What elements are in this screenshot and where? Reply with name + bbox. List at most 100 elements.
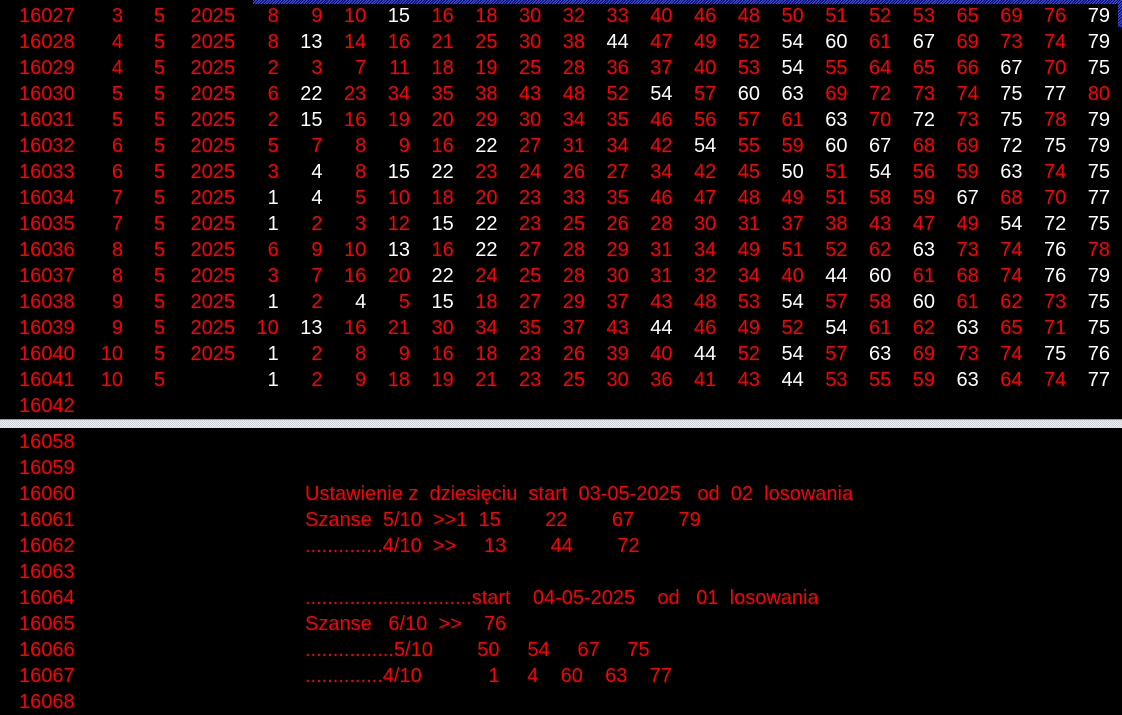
number-cell[interactable]: 54 (781, 31, 804, 53)
number-cell[interactable]: 71 (1044, 317, 1067, 339)
number-cell[interactable]: 25 (475, 31, 498, 53)
year-cell[interactable]: 2025 (190, 291, 236, 313)
number-cell[interactable]: 53 (912, 5, 935, 27)
number-cell[interactable]: 65 (1000, 317, 1023, 339)
number-cell[interactable]: 49 (694, 31, 717, 53)
number-cell[interactable]: 51 (781, 239, 804, 261)
number-cell[interactable]: 43 (650, 291, 673, 313)
number-cell[interactable]: 61 (869, 31, 892, 53)
number-cell[interactable]: 21 (431, 31, 454, 53)
year-cell[interactable]: 2025 (190, 343, 236, 365)
number-cell[interactable]: 77 (1087, 187, 1110, 209)
row-id-cell[interactable]: 16038 (19, 291, 75, 313)
number-cell[interactable]: 40 (694, 57, 717, 79)
month-cell[interactable]: 5 (153, 369, 165, 391)
number-cell[interactable]: 74 (956, 83, 979, 105)
number-cell[interactable]: 69 (956, 31, 979, 53)
number-cell[interactable]: 34 (387, 83, 410, 105)
day-cell[interactable]: 3 (111, 5, 123, 27)
number-cell[interactable]: 75 (1000, 83, 1023, 105)
number-cell[interactable]: 27 (519, 135, 542, 157)
number-cell[interactable]: 72 (912, 109, 935, 131)
month-cell[interactable]: 5 (153, 5, 165, 27)
day-cell[interactable]: 10 (100, 343, 123, 365)
number-cell[interactable]: 52 (825, 239, 848, 261)
number-cell[interactable]: 58 (869, 187, 892, 209)
number-cell[interactable]: 73 (1000, 31, 1023, 53)
day-cell[interactable]: 9 (111, 291, 123, 313)
day-cell[interactable]: 6 (111, 161, 123, 183)
number-cell[interactable]: 56 (912, 161, 935, 183)
number-cell[interactable]: 70 (1044, 57, 1067, 79)
number-cell[interactable]: 54 (650, 83, 673, 105)
number-cell[interactable]: 47 (650, 31, 673, 53)
number-cell[interactable]: 22 (475, 239, 498, 261)
day-cell[interactable]: 9 (111, 317, 123, 339)
number-cell[interactable]: 16 (344, 109, 367, 131)
number-cell[interactable]: 8 (355, 161, 367, 183)
number-cell[interactable]: 61 (781, 109, 804, 131)
number-cell[interactable]: 18 (431, 57, 454, 79)
number-cell[interactable]: 22 (431, 265, 454, 287)
number-cell[interactable]: 70 (1044, 187, 1067, 209)
day-cell[interactable]: 5 (111, 109, 123, 131)
number-cell[interactable]: 66 (956, 57, 979, 79)
number-cell[interactable]: 63 (912, 239, 935, 261)
number-cell[interactable]: 55 (869, 369, 892, 391)
number-cell[interactable]: 55 (737, 135, 760, 157)
number-cell[interactable]: 2 (267, 109, 279, 131)
number-cell[interactable]: 10 (256, 317, 279, 339)
number-cell[interactable]: 8 (355, 135, 367, 157)
number-cell[interactable]: 52 (737, 343, 760, 365)
number-cell[interactable]: 34 (737, 265, 760, 287)
number-cell[interactable]: 16 (431, 135, 454, 157)
number-cell[interactable]: 52 (781, 317, 804, 339)
number-cell[interactable]: 28 (650, 213, 673, 235)
number-cell[interactable]: 67 (1000, 57, 1023, 79)
number-cell[interactable]: 7 (311, 265, 323, 287)
year-cell[interactable]: 2025 (190, 265, 236, 287)
number-cell[interactable]: 57 (825, 343, 848, 365)
number-cell[interactable]: 52 (869, 5, 892, 27)
number-cell[interactable]: 69 (825, 83, 848, 105)
number-cell[interactable]: 10 (344, 239, 367, 261)
number-cell[interactable]: 38 (562, 31, 585, 53)
number-cell[interactable]: 59 (956, 161, 979, 183)
number-cell[interactable]: 68 (912, 135, 935, 157)
number-cell[interactable]: 63 (956, 369, 979, 391)
number-cell[interactable]: 67 (912, 31, 935, 53)
number-cell[interactable]: 62 (912, 317, 935, 339)
number-cell[interactable]: 15 (431, 291, 454, 313)
number-cell[interactable]: 79 (1087, 135, 1110, 157)
number-cell[interactable]: 75 (1000, 109, 1023, 131)
number-cell[interactable]: 72 (869, 83, 892, 105)
number-cell[interactable]: 30 (694, 213, 717, 235)
number-cell[interactable]: 53 (737, 57, 760, 79)
row-id-cell[interactable]: 16059 (19, 457, 75, 479)
number-cell[interactable]: 39 (606, 343, 629, 365)
number-cell[interactable]: 67 (869, 135, 892, 157)
row-id-cell[interactable]: 16034 (19, 187, 75, 209)
number-cell[interactable]: 24 (475, 265, 498, 287)
number-cell[interactable]: 75 (1087, 161, 1110, 183)
number-cell[interactable]: 4 (311, 187, 323, 209)
number-cell[interactable]: 22 (300, 83, 323, 105)
number-cell[interactable]: 3 (311, 57, 323, 79)
number-cell[interactable]: 29 (606, 239, 629, 261)
number-cell[interactable]: 46 (694, 5, 717, 27)
number-cell[interactable]: 60 (869, 265, 892, 287)
number-cell[interactable]: 31 (737, 213, 760, 235)
number-cell[interactable]: 32 (694, 265, 717, 287)
number-cell[interactable]: 37 (650, 57, 673, 79)
number-cell[interactable]: 14 (344, 31, 367, 53)
number-cell[interactable]: 44 (694, 343, 717, 365)
year-cell[interactable]: 2025 (190, 317, 236, 339)
number-cell[interactable]: 5 (398, 291, 410, 313)
number-cell[interactable]: 19 (475, 57, 498, 79)
note-text[interactable]: ..............................start 04-0… (305, 587, 819, 609)
number-cell[interactable]: 16 (431, 5, 454, 27)
year-cell[interactable]: 2025 (190, 187, 236, 209)
year-cell[interactable]: 2025 (190, 135, 236, 157)
number-cell[interactable]: 75 (1087, 57, 1110, 79)
number-cell[interactable]: 75 (1087, 213, 1110, 235)
